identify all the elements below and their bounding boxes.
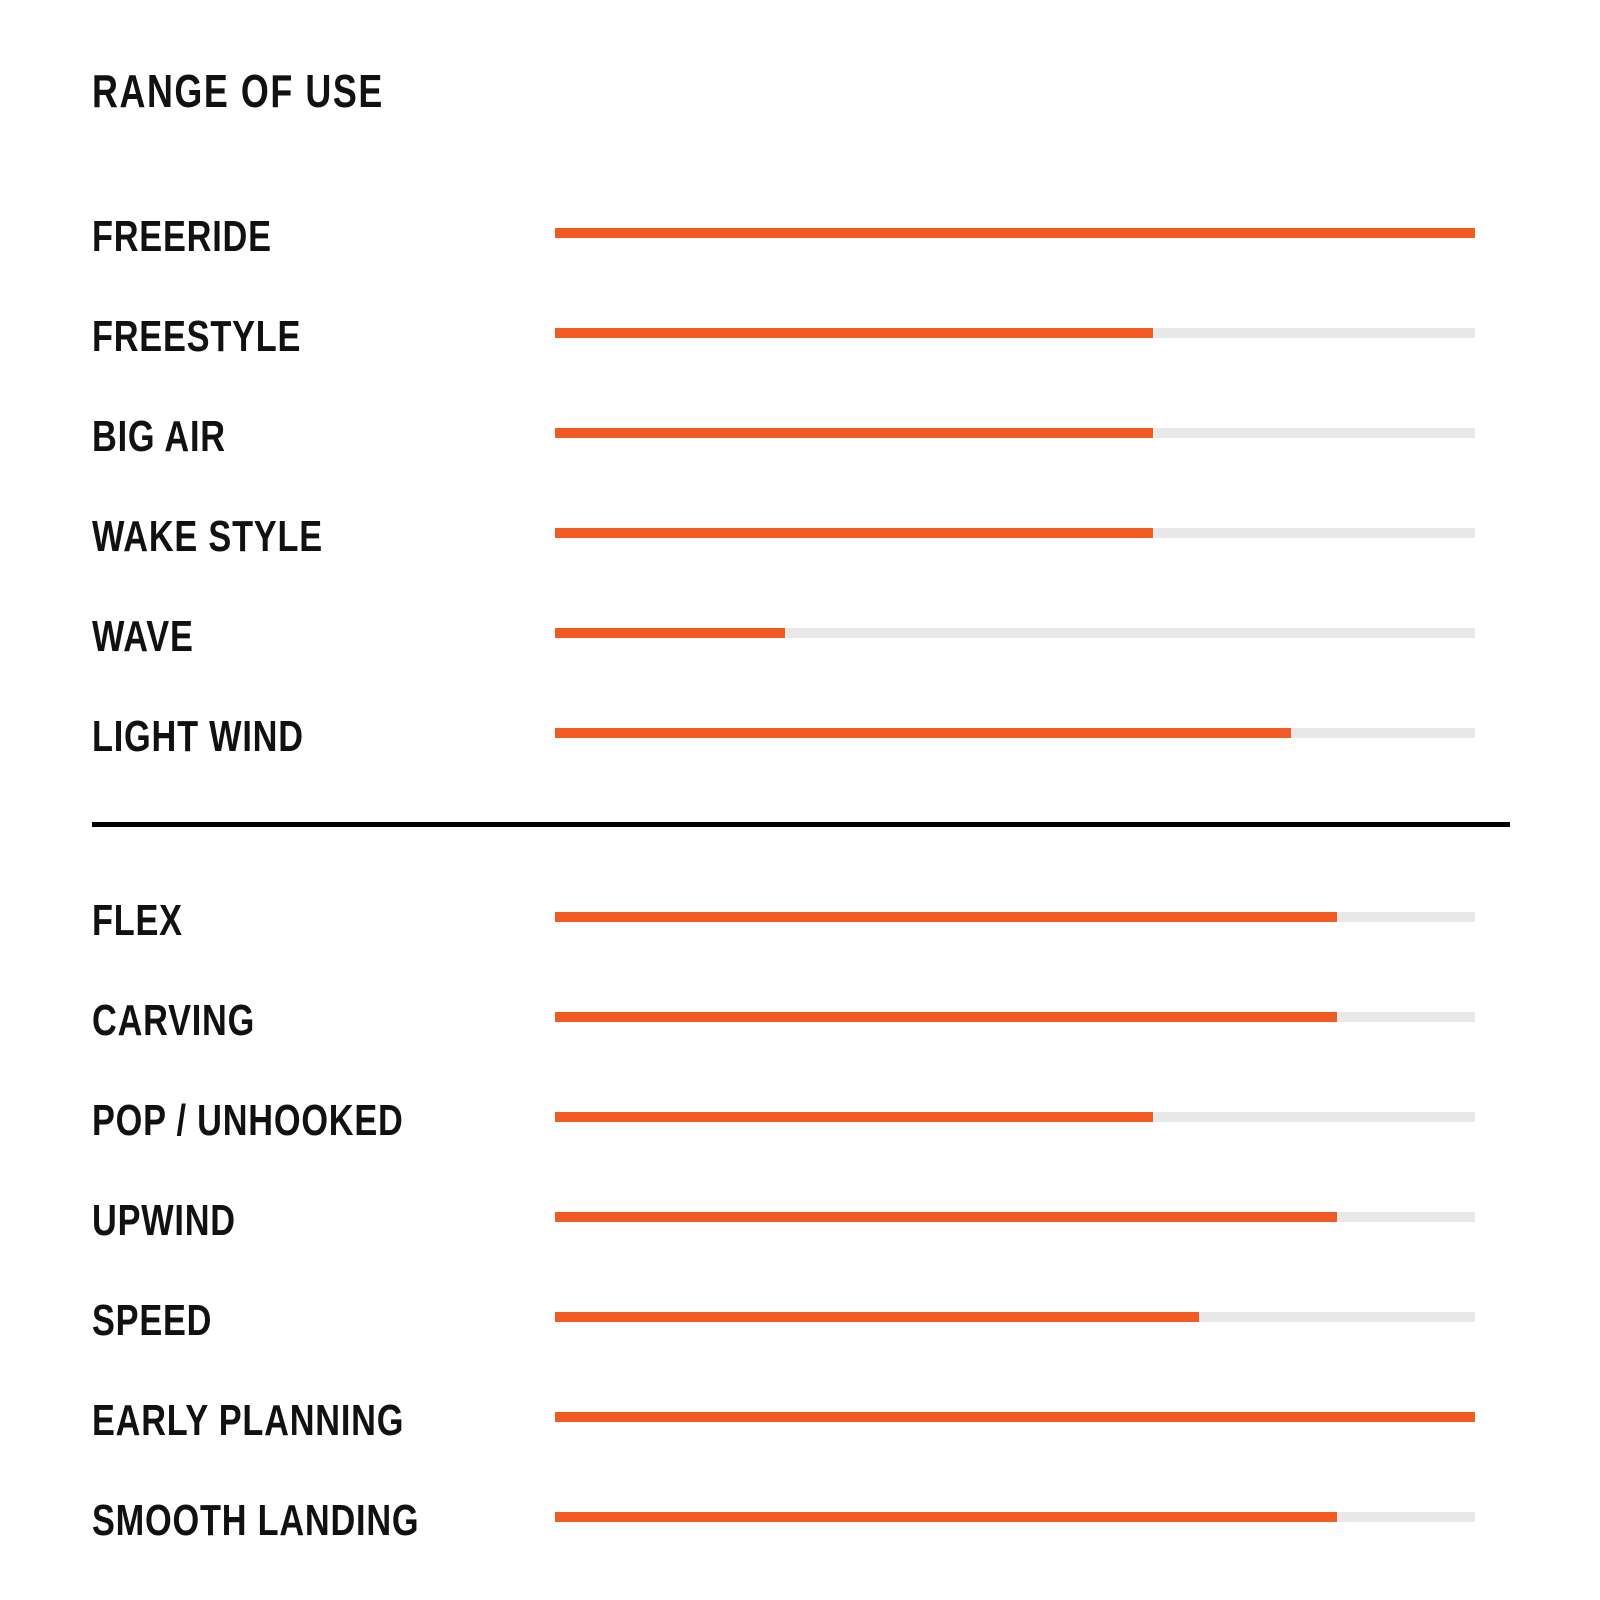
bar-label: WAKE STYLE bbox=[92, 512, 323, 561]
bar-fill bbox=[555, 1312, 1199, 1322]
bar-track bbox=[555, 1412, 1475, 1422]
bar-track bbox=[555, 528, 1475, 538]
bar-row: UPWIND bbox=[0, 1190, 1600, 1250]
bar-label: CARVING bbox=[92, 996, 256, 1045]
bar-label: BIG AIR bbox=[92, 412, 226, 461]
bar-row: FREERIDE bbox=[0, 206, 1600, 266]
bar-label: SMOOTH LANDING bbox=[92, 1496, 420, 1545]
bar-track bbox=[555, 228, 1475, 238]
bar-label: FLEX bbox=[92, 896, 183, 945]
bar-row: SMOOTH LANDING bbox=[0, 1490, 1600, 1550]
bar-fill bbox=[555, 528, 1153, 538]
bar-label: POP / UNHOOKED bbox=[92, 1096, 404, 1145]
bar-row: BIG AIR bbox=[0, 406, 1600, 466]
bar-track bbox=[555, 1112, 1475, 1122]
bar-row: EARLY PLANNING bbox=[0, 1390, 1600, 1450]
bar-fill bbox=[555, 628, 785, 638]
bar-row: CARVING bbox=[0, 990, 1600, 1050]
bar-row: FREESTYLE bbox=[0, 306, 1600, 366]
bar-fill bbox=[555, 228, 1475, 238]
bar-label: FREERIDE bbox=[92, 212, 272, 261]
bar-row: WAVE bbox=[0, 606, 1600, 666]
bar-fill bbox=[555, 912, 1337, 922]
bar-track bbox=[555, 1312, 1475, 1322]
bar-label: SPEED bbox=[92, 1296, 213, 1345]
bar-track bbox=[555, 628, 1475, 638]
bar-row: WAKE STYLE bbox=[0, 506, 1600, 566]
bar-label: LIGHT WIND bbox=[92, 712, 304, 761]
bar-track bbox=[555, 1012, 1475, 1022]
bar-fill bbox=[555, 328, 1153, 338]
bar-fill bbox=[555, 728, 1291, 738]
bar-label: UPWIND bbox=[92, 1196, 236, 1245]
bar-fill bbox=[555, 1512, 1337, 1522]
bar-fill bbox=[555, 1012, 1337, 1022]
section-divider bbox=[92, 822, 1510, 827]
bar-fill bbox=[555, 1112, 1153, 1122]
bar-track bbox=[555, 728, 1475, 738]
bar-row: FLEX bbox=[0, 890, 1600, 950]
chart-title: RANGE OF USE bbox=[92, 65, 384, 117]
bar-row: SPEED bbox=[0, 1290, 1600, 1350]
bar-label: WAVE bbox=[92, 612, 194, 661]
bar-label: EARLY PLANNING bbox=[92, 1396, 405, 1445]
bar-row: POP / UNHOOKED bbox=[0, 1090, 1600, 1150]
bar-row: LIGHT WIND bbox=[0, 706, 1600, 766]
bar-track bbox=[555, 1512, 1475, 1522]
bar-track bbox=[555, 1212, 1475, 1222]
bar-fill bbox=[555, 1412, 1475, 1422]
bar-label: FREESTYLE bbox=[92, 312, 302, 361]
bar-fill bbox=[555, 428, 1153, 438]
bar-track bbox=[555, 328, 1475, 338]
bar-track bbox=[555, 912, 1475, 922]
bar-track bbox=[555, 428, 1475, 438]
bar-fill bbox=[555, 1212, 1337, 1222]
